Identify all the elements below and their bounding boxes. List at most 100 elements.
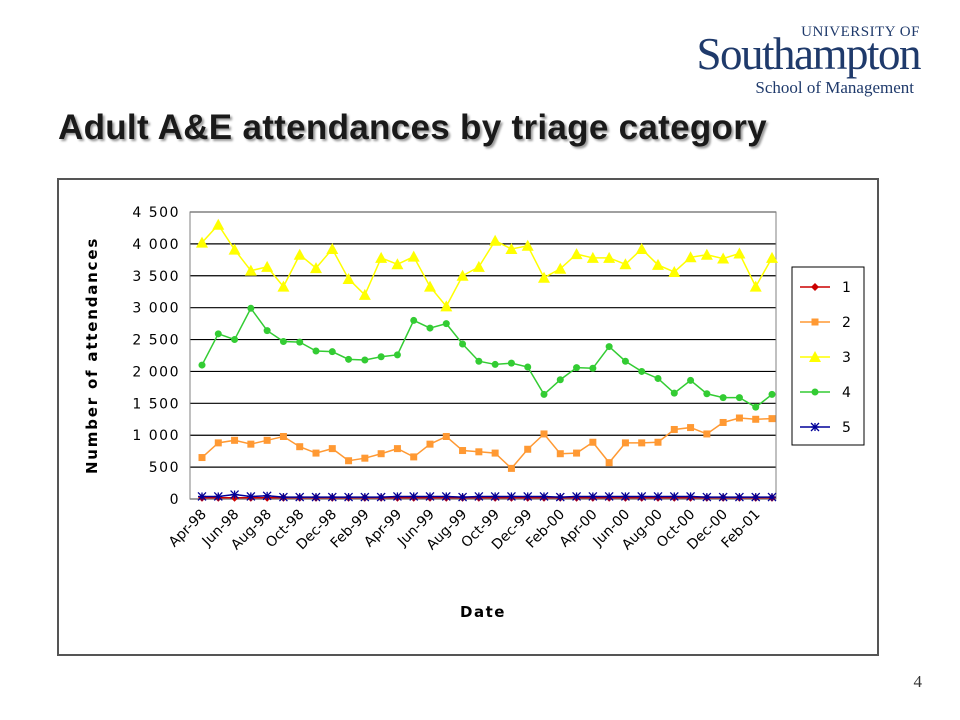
y-tick-label: 500: [149, 460, 180, 476]
data-point-series-5: [539, 491, 549, 501]
legend-label-5: 5: [842, 420, 851, 436]
y-tick-label: 3 000: [132, 301, 180, 317]
data-point-series-4: [638, 367, 646, 375]
y-tick-label: 3 500: [132, 269, 180, 285]
data-point-series-5: [458, 492, 468, 502]
data-point-series-5: [392, 491, 402, 501]
data-point-series-2: [345, 457, 353, 465]
data-point-series-4: [507, 359, 515, 367]
data-point-series-4: [328, 348, 336, 356]
data-point-series-2: [524, 445, 532, 453]
data-point-series-4: [393, 351, 401, 359]
data-point-series-5: [327, 492, 337, 502]
line-chart: 0 500 1 000 1 500 2 000 2 500 3 000 3 500 4 000 4…: [83, 205, 865, 621]
data-point-series-4: [556, 376, 564, 384]
data-point-series-3: [635, 242, 648, 254]
y-tick-label: 2 000: [132, 364, 180, 380]
data-point-series-3: [489, 234, 502, 246]
data-point-series-5: [506, 491, 516, 501]
data-point-series-2: [507, 464, 515, 472]
data-point-series-3: [310, 262, 322, 274]
data-point-series-3: [570, 248, 583, 260]
data-point-series-4: [768, 390, 776, 398]
legend-marker-5: [810, 422, 820, 432]
data-point-series-4: [459, 340, 467, 348]
data-point-series-2: [442, 432, 450, 440]
data-point-series-3: [375, 251, 388, 263]
data-point-series-2: [768, 415, 776, 423]
data-point-series-4: [442, 320, 450, 328]
data-point-series-2: [491, 449, 499, 457]
data-point-series-5: [718, 492, 728, 502]
data-point-series-3: [521, 239, 534, 251]
data-point-series-3: [554, 262, 567, 274]
data-point-series-4: [670, 389, 678, 397]
data-point-series-3: [407, 250, 420, 262]
data-point-series-5: [734, 492, 744, 502]
data-point-series-3: [668, 265, 681, 277]
data-point-series-4: [752, 403, 760, 411]
series-line-2: [201, 417, 773, 470]
data-point-series-5: [474, 491, 484, 501]
series-line-4: [201, 306, 773, 409]
data-point-series-2: [459, 447, 467, 455]
data-point-series-4: [377, 353, 385, 361]
y-tick-label: 0: [170, 492, 180, 508]
legend-marker-1: [811, 283, 819, 291]
data-point-series-4: [263, 327, 271, 335]
plot-area: [189, 211, 777, 500]
legend-box: [791, 266, 865, 446]
data-point-series-2: [328, 445, 336, 453]
data-point-series-5: [262, 491, 272, 501]
data-point-series-3: [326, 242, 339, 254]
y-tick-label: 1 000: [132, 428, 180, 444]
data-point-series-3: [456, 269, 469, 281]
data-point-series-2: [279, 432, 287, 440]
data-point-series-2: [231, 436, 239, 444]
data-point-series-3: [293, 248, 306, 260]
data-point-series-4: [703, 390, 711, 398]
data-point-series-4: [312, 347, 320, 355]
data-point-series-2: [719, 418, 727, 426]
data-point-series-5: [588, 491, 598, 501]
data-point-series-4: [540, 390, 548, 398]
data-point-series-2: [735, 414, 743, 422]
logo-university-of: UNIVERSITY OF: [801, 24, 920, 40]
data-point-series-3: [212, 218, 225, 230]
data-point-series-5: [197, 491, 207, 501]
data-point-series-4: [410, 316, 418, 324]
data-point-series-5: [311, 492, 321, 502]
data-point-series-3: [196, 236, 208, 248]
data-point-series-4: [719, 394, 727, 402]
data-point-series-4: [589, 364, 597, 372]
data-point-series-5: [751, 492, 761, 502]
data-point-series-3: [505, 242, 518, 254]
data-point-series-3: [228, 243, 241, 255]
data-point-series-3: [619, 258, 632, 270]
data-point-series-2: [312, 449, 320, 457]
data-point-series-3: [586, 251, 599, 263]
data-point-series-3: [472, 260, 485, 272]
data-point-series-2: [670, 425, 678, 433]
data-point-series-2: [540, 430, 548, 438]
data-point-series-4: [687, 376, 695, 384]
slide-title: Adult A&E attendances by triage category: [58, 108, 767, 147]
data-point-series-3: [424, 280, 436, 292]
data-point-series-5: [686, 491, 696, 501]
data-point-series-4: [296, 338, 304, 346]
legend-marker-2: [811, 318, 819, 326]
data-point-series-4: [231, 336, 239, 344]
data-point-series-4: [621, 357, 629, 365]
data-point-series-5: [555, 492, 565, 502]
chart-frame: 0 500 1 000 1 500 2 000 2 500 3 000 3 500 4 000 4…: [57, 178, 879, 656]
page-number: 4: [913, 672, 923, 691]
data-point-series-3: [684, 251, 697, 263]
data-point-series-3: [358, 288, 371, 300]
data-point-series-4: [247, 304, 255, 312]
data-point-series-4: [605, 343, 613, 351]
x-tick-label: Apr-98: [166, 507, 210, 551]
y-tick-label: 2 500: [132, 333, 180, 349]
data-point-series-3: [700, 248, 713, 260]
data-point-series-4: [345, 355, 353, 363]
data-point-series-4: [654, 374, 662, 382]
